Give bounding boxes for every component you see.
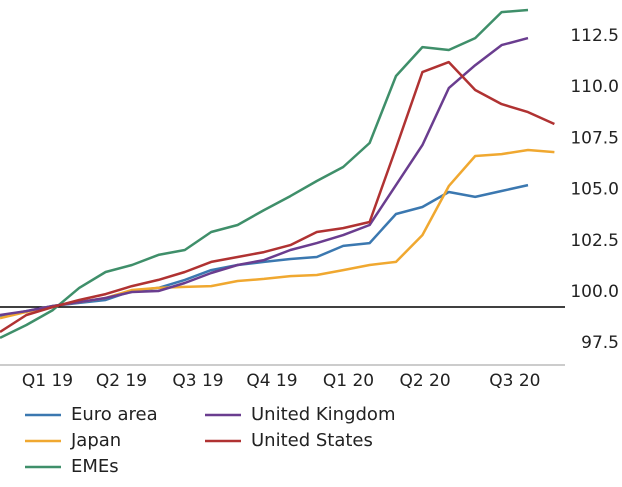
x-tick-label: Q3 20 — [489, 371, 540, 391]
series-line — [0, 8, 529, 340]
y-tick-label: 97.5 — [581, 333, 619, 353]
series-line — [0, 36, 529, 317]
x-tick-label: Q3 19 — [172, 371, 223, 391]
x-tick-label: Q4 19 — [246, 371, 297, 391]
x-tick-label: Q2 19 — [96, 371, 147, 391]
y-tick-label: 102.5 — [570, 231, 619, 251]
y-tick-label: 110.0 — [570, 77, 619, 97]
legend-label: EMEs — [71, 456, 119, 477]
legend-label: United Kingdom — [251, 404, 395, 425]
series-line — [0, 183, 529, 318]
series-line — [0, 148, 555, 320]
legend-label: Euro area — [71, 404, 158, 425]
y-tick-label: 107.5 — [570, 128, 619, 148]
x-tick-label: Q1 19 — [22, 371, 73, 391]
x-tick-label: Q2 20 — [399, 371, 450, 391]
legend-label: United States — [251, 430, 373, 451]
legend-label: Japan — [70, 430, 121, 451]
y-tick-label: 105.0 — [570, 180, 619, 200]
series-line — [0, 60, 555, 334]
y-tick-label: 112.5 — [570, 26, 619, 46]
x-tick-label: Q1 20 — [323, 371, 374, 391]
y-tick-label: 100.0 — [570, 282, 619, 302]
